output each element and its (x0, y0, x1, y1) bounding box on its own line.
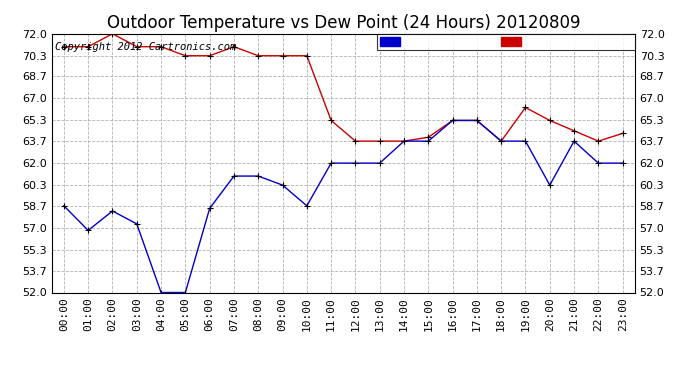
Text: Copyright 2012 Cartronics.com: Copyright 2012 Cartronics.com (55, 42, 236, 51)
Title: Outdoor Temperature vs Dew Point (24 Hours) 20120809: Outdoor Temperature vs Dew Point (24 Hou… (106, 14, 580, 32)
Legend: Dew Point (°F), Temperature (°F): Dew Point (°F), Temperature (°F) (377, 34, 635, 50)
